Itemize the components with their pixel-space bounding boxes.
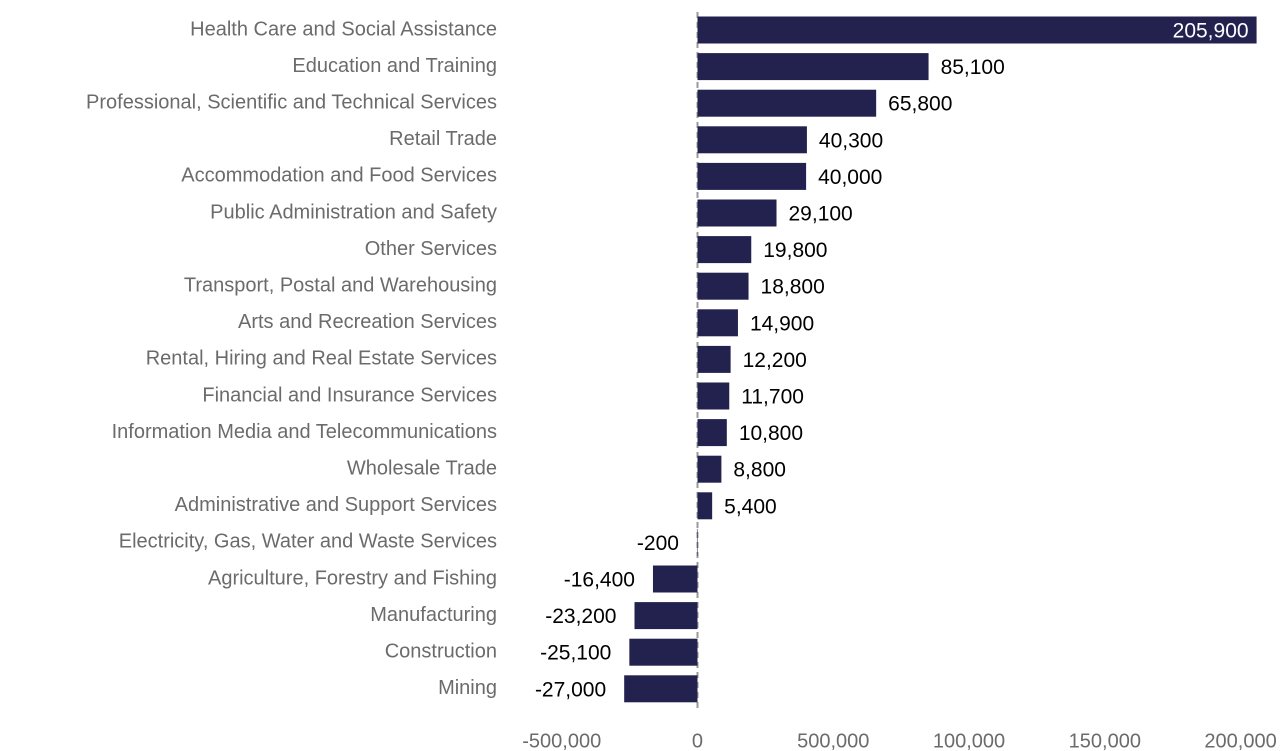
- bar: [629, 638, 698, 666]
- bar: [697, 89, 877, 117]
- category-label: Electricity, Gas, Water and Waste Servic…: [119, 531, 497, 553]
- bar: [697, 53, 929, 81]
- bar: [697, 162, 807, 190]
- bar: [697, 126, 807, 154]
- value-label: 40,000: [818, 166, 882, 189]
- value-label: 11,700: [741, 386, 804, 409]
- category-label: Mining: [438, 677, 497, 699]
- value-label: 14,900: [750, 312, 814, 335]
- bar: [697, 309, 738, 337]
- value-label: -23,200: [545, 605, 616, 628]
- x-tick-label: 150,000: [1069, 730, 1141, 751]
- category-label: Financial and Insurance Services: [202, 384, 497, 406]
- bar: [697, 345, 731, 373]
- value-label: 10,800: [739, 422, 803, 445]
- bar: [697, 455, 722, 483]
- value-label: 18,800: [761, 276, 825, 299]
- bar: [624, 675, 698, 703]
- category-label: Retail Trade: [389, 128, 497, 150]
- value-label: -27,000: [535, 678, 606, 701]
- value-label: 12,200: [743, 349, 807, 372]
- value-label: 5,400: [724, 495, 777, 518]
- value-label: 29,100: [789, 203, 853, 226]
- x-tick-label: -500,000: [522, 730, 601, 751]
- category-label: Professional, Scientific and Technical S…: [86, 91, 497, 113]
- category-label: Health Care and Social Assistance: [190, 18, 497, 40]
- value-label: 85,100: [941, 56, 1005, 79]
- category-label: Transport, Postal and Warehousing: [184, 274, 497, 296]
- bar: [697, 492, 713, 520]
- value-label: -16,400: [564, 569, 635, 592]
- category-label: Rental, Hiring and Real Estate Services: [146, 348, 497, 370]
- x-tick-label: 500,000: [797, 730, 869, 751]
- category-label: Construction: [385, 640, 497, 662]
- category-label: Agriculture, Forestry and Fishing: [208, 567, 497, 589]
- value-label: 8,800: [733, 459, 786, 482]
- bar: [697, 199, 777, 227]
- bar: [697, 419, 727, 447]
- value-label: 65,800: [888, 93, 952, 116]
- bar: [697, 16, 1257, 44]
- category-label: Public Administration and Safety: [210, 201, 497, 223]
- bar: [697, 382, 730, 410]
- category-label: Manufacturing: [370, 604, 497, 626]
- x-tick-label: 200,000: [1204, 730, 1276, 751]
- bar: [697, 236, 752, 264]
- category-label: Accommodation and Food Services: [181, 165, 497, 187]
- bar: [634, 602, 698, 630]
- category-label: Wholesale Trade: [347, 457, 497, 479]
- bar: [696, 528, 698, 556]
- category-label: Administrative and Support Services: [175, 494, 497, 516]
- value-label: 19,800: [763, 239, 827, 262]
- bar: [697, 272, 749, 300]
- bar: [652, 565, 698, 593]
- value-label: -200: [637, 532, 679, 555]
- category-label: Other Services: [365, 238, 497, 260]
- category-label: Education and Training: [292, 55, 497, 77]
- x-tick-label: 100,000: [933, 730, 1005, 751]
- value-label: -25,100: [540, 642, 611, 665]
- value-label: 40,300: [819, 129, 883, 152]
- category-label: Information Media and Telecommunications: [112, 421, 497, 443]
- x-tick-label: 0: [692, 730, 703, 751]
- category-label: Arts and Recreation Services: [238, 311, 497, 333]
- value-label: 205,900: [1173, 20, 1249, 43]
